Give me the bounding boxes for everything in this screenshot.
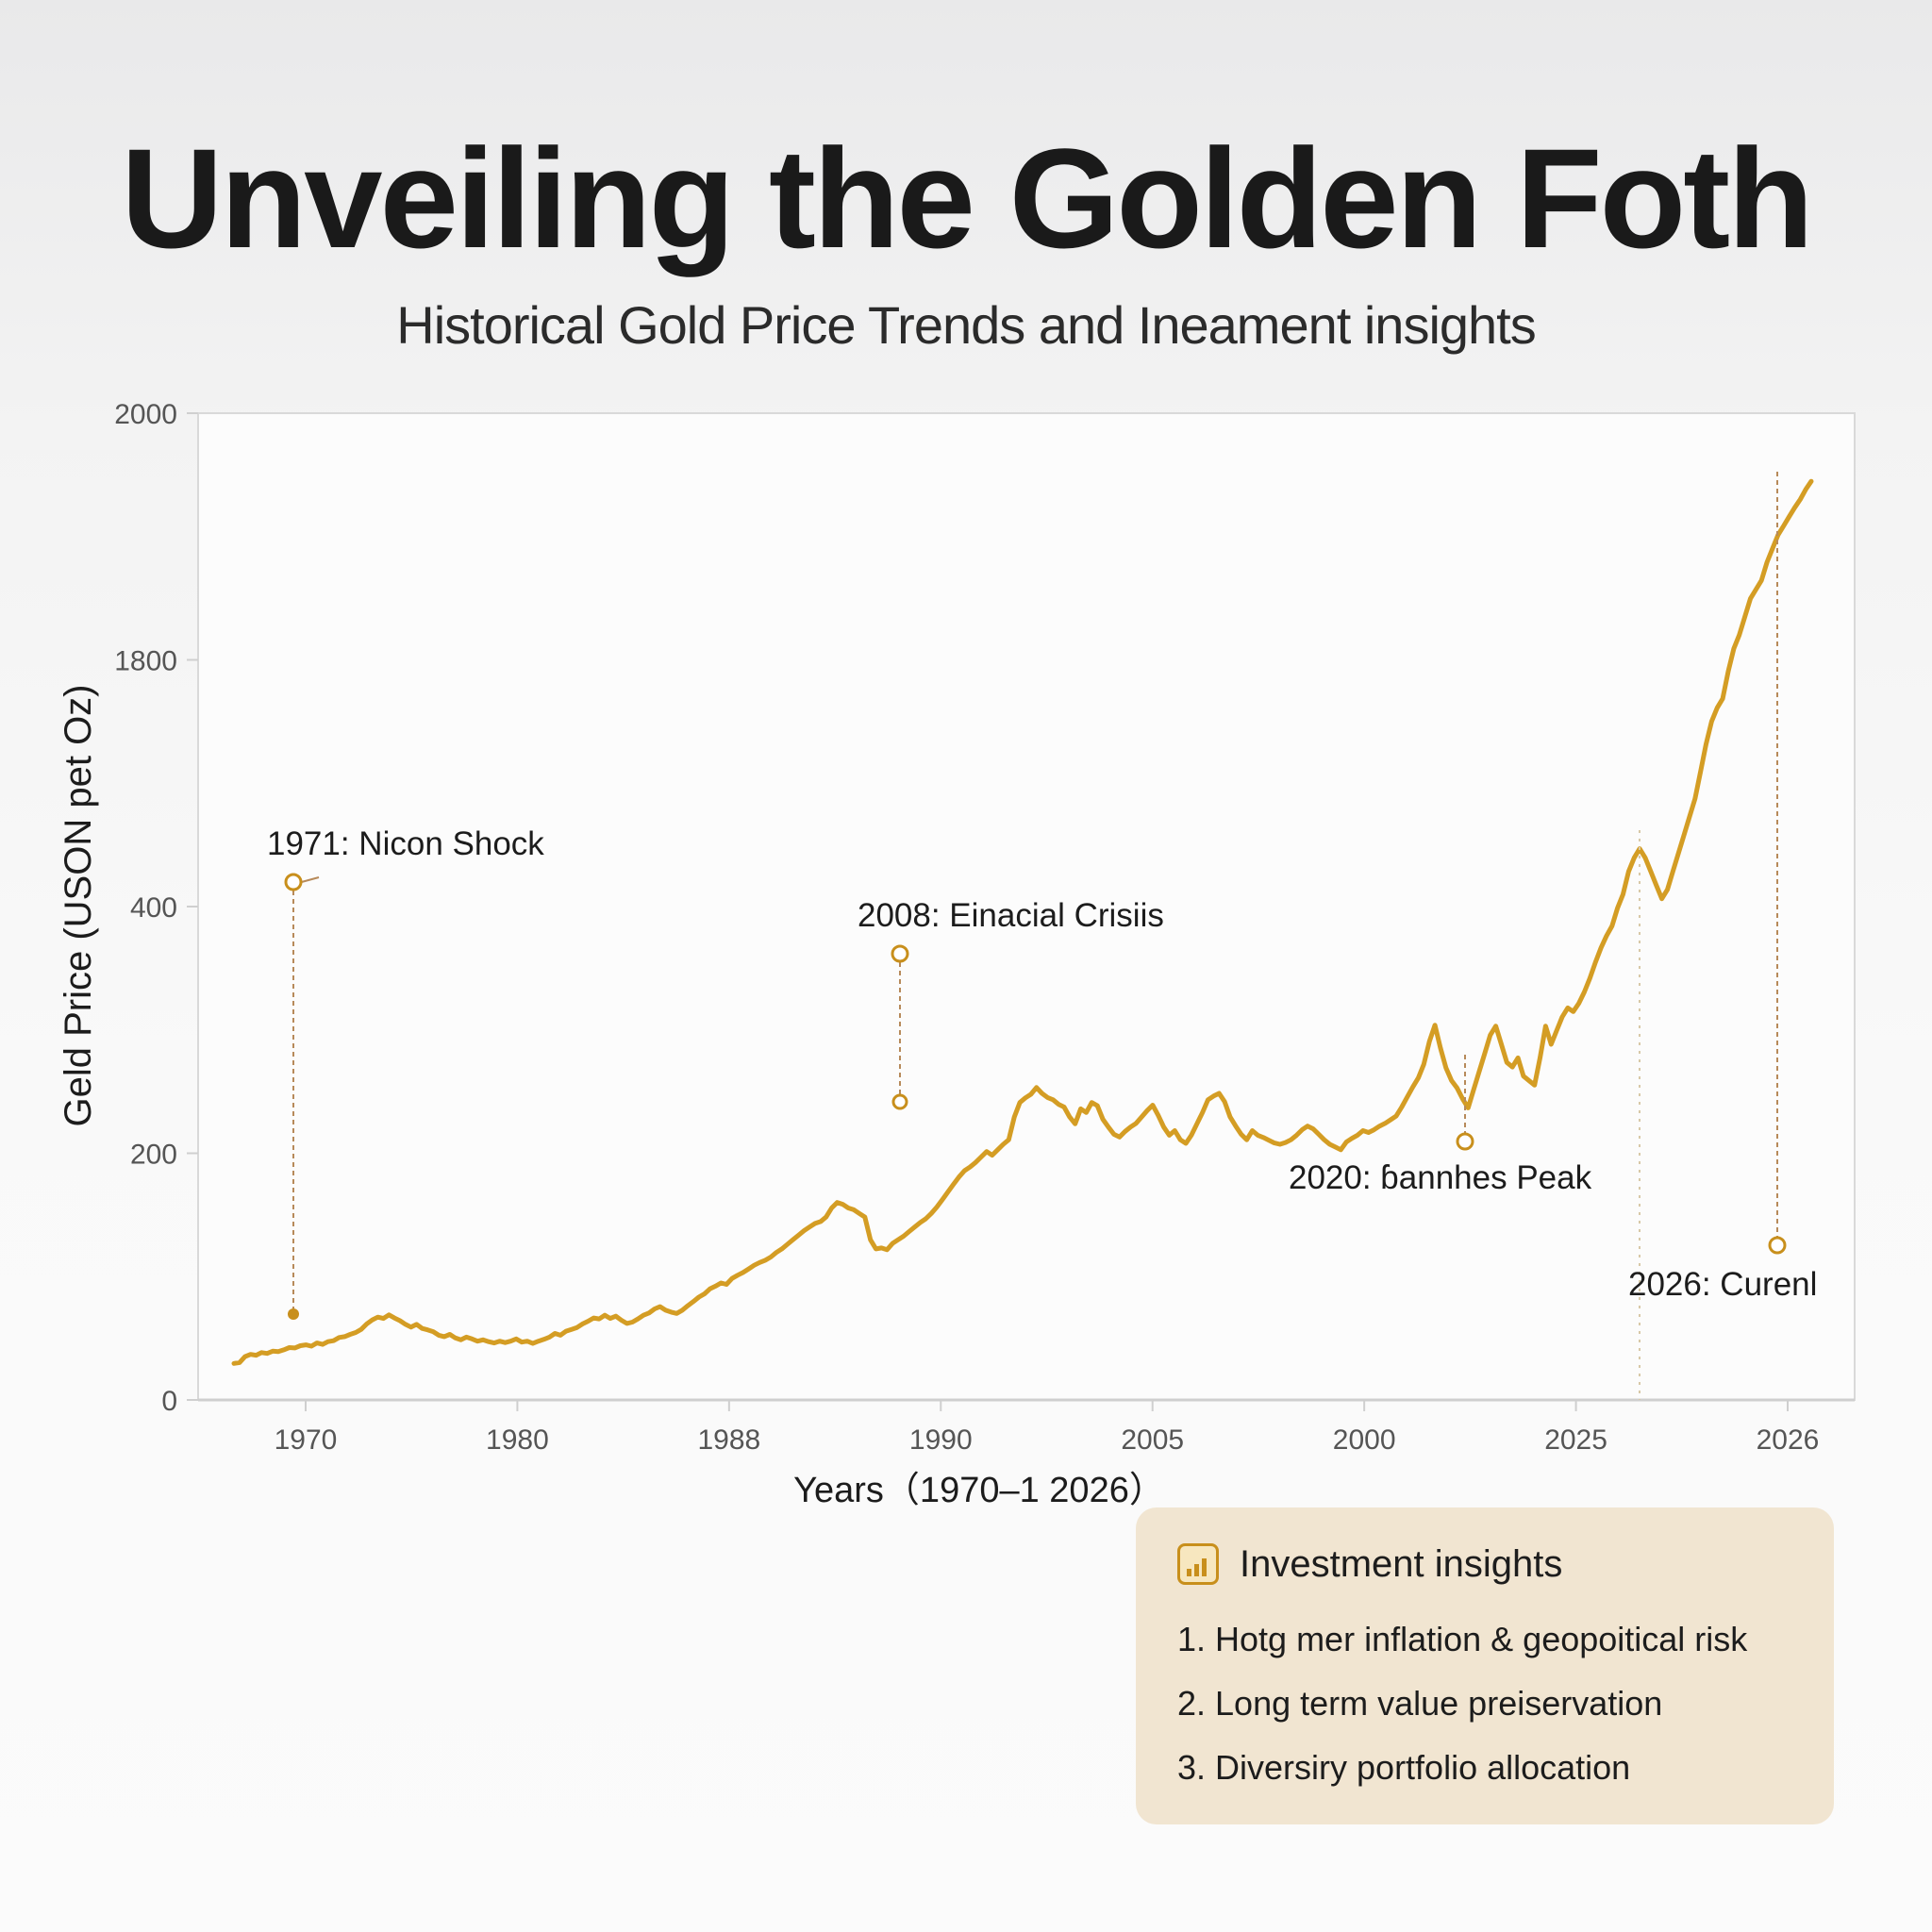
insights-list: 1. Hotg mer inflation & geopoitical risk… xyxy=(1177,1607,1800,1800)
y-axis-label: Geld Price (USON pet Oz) xyxy=(58,684,99,1126)
x-tick-label: 2000 xyxy=(1333,1424,1396,1456)
y-axis-ticks: 0 200 400 1800 2000 xyxy=(114,399,198,1417)
series-line-gold-price xyxy=(231,478,1814,1366)
x-tick-label: 2025 xyxy=(1544,1424,1607,1456)
insight-item: 3. Diversiry portfolio allocation xyxy=(1177,1748,1631,1787)
annotation-marker-1971-bottom xyxy=(288,1308,299,1320)
x-axis-ticks: 1970 1980 1988 1990 2005 2000 2025 2026 xyxy=(275,1400,1820,1456)
bar-chart-icon xyxy=(1177,1543,1219,1585)
insight-item: 1. Hotg mer inflation & geopoitical risk xyxy=(1177,1620,1748,1658)
annotation-marker-2020 xyxy=(1456,1132,1474,1151)
annotation-label-2020: 2020: ɓannhes Peak xyxy=(1289,1159,1592,1196)
y-tick-label: 400 xyxy=(130,892,177,924)
annotation-label-2008: 2008: Einacial Crisiis xyxy=(858,897,1164,934)
chart-title: Unveiling the Golden Foth xyxy=(121,119,1814,277)
y-tick-label: 200 xyxy=(130,1140,177,1171)
annotation-label-1971: 1971: Nicon Shock xyxy=(267,825,544,862)
x-tick-label: 2026 xyxy=(1757,1424,1820,1456)
annotation-marker-2008-bottom xyxy=(891,1093,908,1110)
x-tick-label: 2005 xyxy=(1121,1424,1184,1456)
y-tick-label: 2000 xyxy=(114,399,177,430)
y-tick-label: 0 xyxy=(161,1386,177,1417)
investment-insights-panel: Investment insights 1. Hotg mer inflatio… xyxy=(1136,1507,1834,1824)
plot-area xyxy=(197,412,1856,1401)
x-axis-label: Years（1970–1 2026） xyxy=(793,1471,1165,1510)
x-tick-label: 1970 xyxy=(275,1424,338,1456)
annotation-marker-2026 xyxy=(1768,1236,1787,1255)
insights-header: Investment insights xyxy=(1177,1534,1800,1594)
insight-item: 2. Long term value preiservation xyxy=(1177,1684,1663,1723)
annotation-label-2026: 2026: Curenl xyxy=(1628,1266,1817,1303)
annotation-marker-1971-top xyxy=(284,873,303,891)
annotation-marker-2008-top xyxy=(891,944,909,963)
insights-title: Investment insights xyxy=(1240,1542,1563,1585)
chart-subtitle: Historical Gold Price Trends and Ineamen… xyxy=(396,295,1536,355)
x-tick-label: 1980 xyxy=(486,1424,549,1456)
annotations: 1971: Nicon Shock 2008: Einacial Crisiis… xyxy=(267,472,1817,1400)
y-tick-label: 1800 xyxy=(114,646,177,677)
x-tick-label: 1988 xyxy=(697,1424,760,1456)
x-tick-label: 1990 xyxy=(909,1424,973,1456)
